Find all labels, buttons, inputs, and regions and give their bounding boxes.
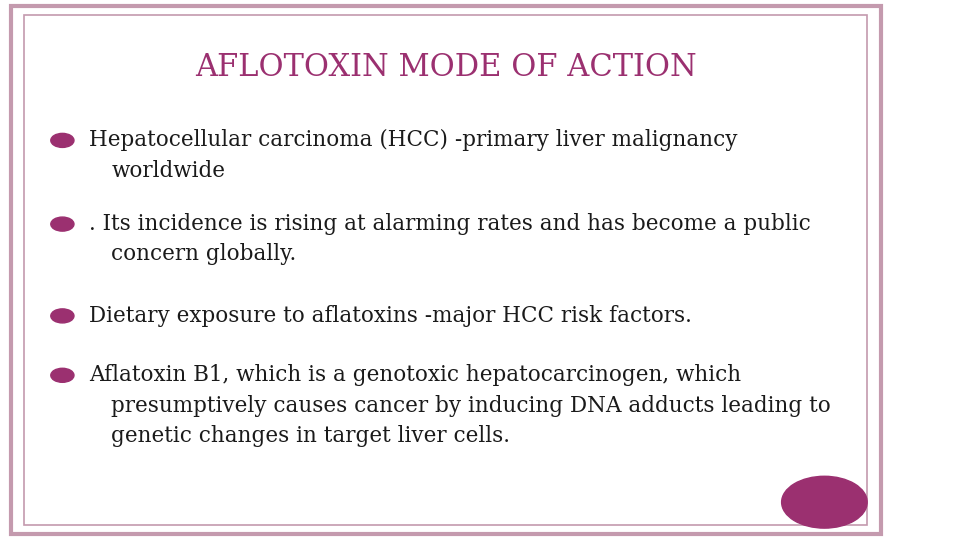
Text: Hepatocellular carcinoma (HCC) -primary liver malignancy: Hepatocellular carcinoma (HCC) -primary …: [89, 130, 737, 151]
Circle shape: [51, 133, 74, 147]
Text: Aflatoxin B1, which is a genotoxic hepatocarcinogen, which: Aflatoxin B1, which is a genotoxic hepat…: [89, 364, 741, 386]
Text: worldwide: worldwide: [111, 160, 226, 181]
Circle shape: [781, 476, 867, 528]
Text: AFLOTOXIN MODE OF ACTION: AFLOTOXIN MODE OF ACTION: [195, 52, 697, 83]
Text: concern globally.: concern globally.: [111, 244, 297, 265]
Circle shape: [51, 217, 74, 231]
Text: . Its incidence is rising at alarming rates and has become a public: . Its incidence is rising at alarming ra…: [89, 213, 811, 235]
Text: genetic changes in target liver cells.: genetic changes in target liver cells.: [111, 425, 511, 447]
Circle shape: [51, 368, 74, 382]
Circle shape: [51, 309, 74, 323]
Text: presumptively causes cancer by inducing DNA adducts leading to: presumptively causes cancer by inducing …: [111, 395, 831, 416]
Text: Dietary exposure to aflatoxins -major HCC risk factors.: Dietary exposure to aflatoxins -major HC…: [89, 305, 692, 327]
